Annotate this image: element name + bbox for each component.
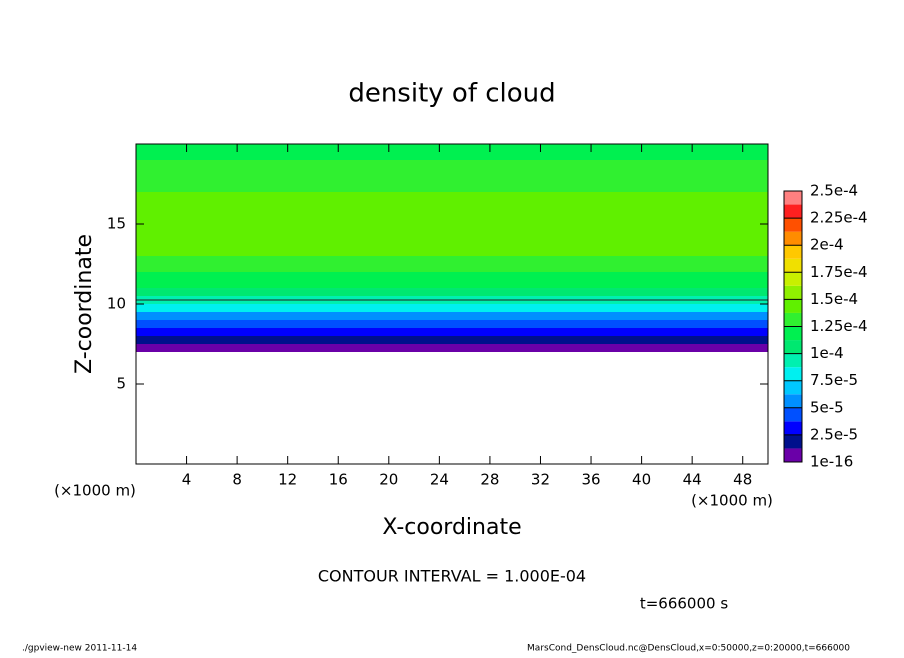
y-tick-label: 5 bbox=[116, 375, 126, 393]
contour-band bbox=[136, 304, 768, 312]
y-unit: (×1000 m) bbox=[54, 482, 136, 500]
colorbar-swatch bbox=[784, 312, 802, 327]
colorbar-swatch bbox=[784, 353, 802, 368]
y-tick-label: 10 bbox=[107, 295, 126, 313]
contour-interval: CONTOUR INTERVAL = 1.000E-04 bbox=[318, 567, 586, 586]
contour-band bbox=[136, 344, 768, 352]
colorbar-tick-label: 5e-5 bbox=[810, 398, 844, 416]
x-tick-label: 20 bbox=[379, 471, 398, 489]
colorbar-swatch bbox=[784, 340, 802, 354]
x-tick-label: 4 bbox=[182, 471, 192, 489]
contour-band bbox=[136, 160, 768, 176]
contour-band bbox=[136, 256, 768, 272]
x-tick-label: 24 bbox=[430, 471, 449, 489]
colorbar-tick-label: 2.5e-5 bbox=[810, 425, 858, 443]
chart-title: density of cloud bbox=[348, 79, 555, 109]
colorbar-swatch bbox=[784, 191, 802, 205]
x-tick-label: 48 bbox=[733, 471, 752, 489]
colorbar-tick-label: 1.25e-4 bbox=[810, 317, 868, 335]
x-tick-label: 8 bbox=[232, 471, 242, 489]
colorbar-tick-label: 1.75e-4 bbox=[810, 263, 868, 281]
contour-band bbox=[136, 336, 768, 344]
colorbar-swatch bbox=[784, 448, 802, 462]
colorbar-swatch bbox=[784, 421, 802, 435]
footer-left: ./gpview-new 2011-11-14 bbox=[22, 644, 137, 654]
colorbar-swatch bbox=[784, 299, 802, 313]
contour-band bbox=[136, 208, 768, 224]
contour-band bbox=[136, 312, 768, 320]
x-tick-label: 16 bbox=[329, 471, 348, 489]
colorbar-swatch bbox=[784, 218, 802, 232]
colorbar-tick-label: 2e-4 bbox=[810, 236, 844, 254]
colorbar-swatch bbox=[784, 380, 802, 395]
contour-band bbox=[136, 240, 768, 256]
x-axis-label: X-coordinate bbox=[382, 515, 521, 540]
colorbar-tick-label: 1e-4 bbox=[810, 344, 844, 362]
x-tick-label: 40 bbox=[632, 471, 651, 489]
colorbar-swatch bbox=[784, 285, 802, 300]
colorbar-swatch bbox=[784, 245, 802, 259]
colorbar-swatch bbox=[784, 231, 802, 246]
x-tick-label: 28 bbox=[480, 471, 499, 489]
contour-band bbox=[136, 176, 768, 192]
colorbar-swatch bbox=[784, 204, 802, 219]
time-label: t=666000 s bbox=[640, 595, 728, 613]
x-tick-label: 12 bbox=[278, 471, 297, 489]
colorbar-tick-label: 2.25e-4 bbox=[810, 209, 868, 227]
colorbar-swatch bbox=[784, 367, 802, 381]
x-unit: (×1000 m) bbox=[691, 492, 773, 510]
colorbar-tick-label: 2.5e-4 bbox=[810, 182, 858, 200]
y-axis-label: Z-coordinate bbox=[72, 234, 97, 374]
contour-band bbox=[136, 192, 768, 208]
colorbar-swatch bbox=[784, 394, 802, 408]
contour-band bbox=[136, 320, 768, 328]
contour-band bbox=[136, 224, 768, 240]
colorbar-swatch bbox=[784, 258, 802, 273]
contour-band bbox=[136, 272, 768, 288]
x-tick-label: 44 bbox=[683, 471, 702, 489]
colorbar-tick-label: 1e-16 bbox=[810, 453, 853, 471]
colorbar-swatch bbox=[784, 434, 802, 449]
colorbar-tick-label: 1.5e-4 bbox=[810, 290, 858, 308]
colorbar-swatch bbox=[784, 326, 802, 341]
colorbar-tick-label: 7.5e-5 bbox=[810, 371, 858, 389]
contour-band bbox=[136, 328, 768, 336]
colorbar-swatch bbox=[784, 272, 802, 286]
contour-band bbox=[136, 288, 768, 296]
y-tick-label: 15 bbox=[107, 215, 126, 233]
contour-band bbox=[136, 144, 768, 160]
colorbar-swatch bbox=[784, 407, 802, 422]
footer-right: MarsCond_DensCloud.nc@DensCloud,x=0:5000… bbox=[527, 644, 850, 654]
x-tick-label: 36 bbox=[581, 471, 600, 489]
x-tick-label: 32 bbox=[531, 471, 550, 489]
